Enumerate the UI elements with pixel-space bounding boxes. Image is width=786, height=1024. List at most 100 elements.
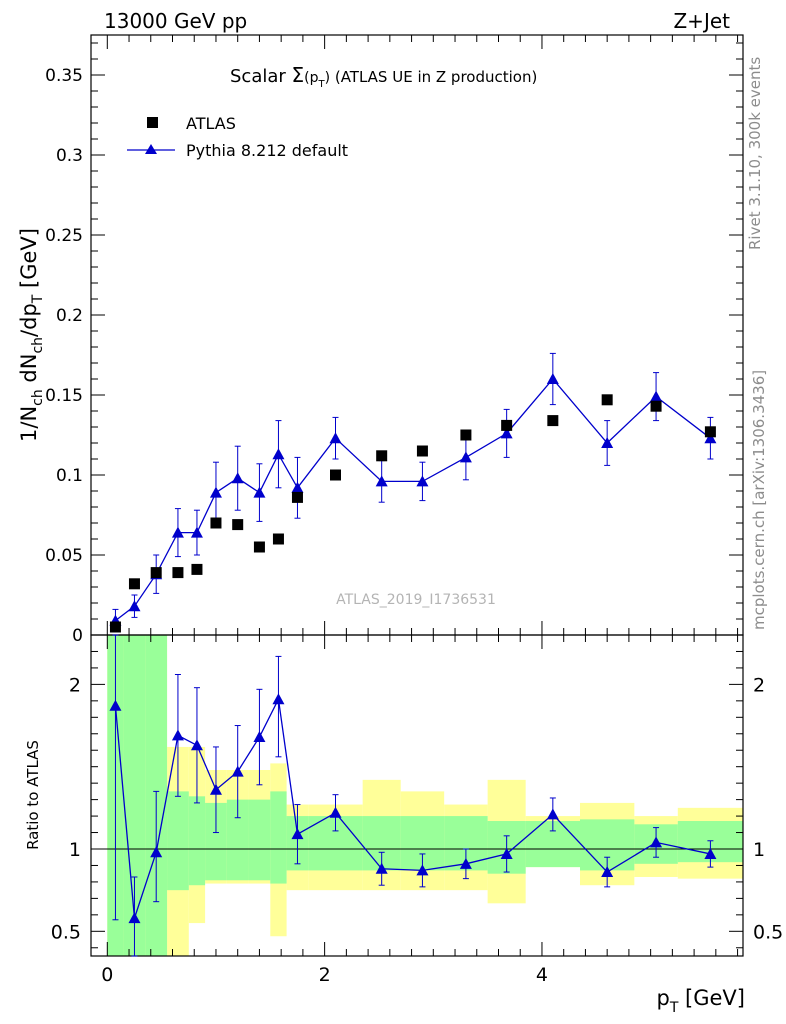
ratio-point: [109, 699, 122, 711]
ratio-ytick-label: 0.5: [51, 921, 81, 943]
svg-text:Scalar Σ(pT) (ATLAS UE in Z pr: Scalar Σ(pT) (ATLAS UE in Z production): [230, 63, 537, 90]
data-point: [191, 563, 203, 575]
band-inner-1: [123, 635, 146, 956]
main-ylabel: 1/Nch dNch/dpT [GeV]: [17, 228, 46, 442]
header-right: Z+Jet: [673, 9, 730, 33]
data-point: [704, 426, 716, 438]
ratio-point: [601, 866, 614, 878]
mc-point: [329, 432, 342, 444]
main-ytick-label: 0.2: [56, 306, 83, 326]
mc-point: [601, 437, 614, 448]
main-ytick-label: 0.05: [45, 546, 83, 566]
ratio-point: [704, 847, 717, 859]
mc-point: [375, 475, 388, 487]
data-point: [253, 541, 265, 553]
band-inner-6: [226, 799, 249, 881]
band-inner-7: [248, 799, 271, 881]
legend-data-label: ATLAS: [186, 114, 236, 133]
mc-point: [291, 481, 304, 493]
ratio-y-axis: 0.5 0.5 1 1 2 2: [51, 650, 783, 949]
ratio-point: [329, 806, 342, 818]
svg-text:1/Nch dNch/dpT [GeV]: 1/Nch dNch/dpT [GeV]: [17, 228, 46, 442]
ratio-ylabel: Ratio to ATLAS: [24, 740, 42, 850]
xtick-label: 4: [536, 964, 548, 986]
ratio-point: [272, 693, 285, 705]
xtick-label: 0: [101, 964, 113, 986]
mc-point: [272, 448, 285, 460]
mc-point: [650, 390, 663, 402]
svg-text:pT [GeV]: pT [GeV]: [656, 986, 745, 1016]
ratio-point: [253, 731, 266, 743]
mc-point: [190, 526, 203, 538]
mc-point: [416, 475, 429, 487]
data-point: [460, 429, 472, 441]
chart-title: Scalar Σ(pT) (ATLAS UE in Z production): [230, 63, 537, 90]
main-ytick-label: 0.25: [45, 226, 83, 246]
mc-point: [546, 373, 559, 384]
data-point: [547, 415, 559, 427]
ratio-ytick-label-right: 0.5: [753, 921, 783, 943]
main-ytick-label: 0: [72, 626, 83, 646]
data-point: [650, 400, 662, 412]
ratio-point: [291, 828, 304, 840]
header-left: 13000 GeV pp: [104, 9, 247, 33]
data-point: [150, 567, 162, 579]
ratio-point: [375, 862, 388, 874]
mc-point: [704, 432, 717, 444]
main-mc-series: [109, 352, 717, 633]
data-point: [330, 469, 341, 481]
data-point: [501, 419, 513, 431]
xlabel: pT [GeV]: [656, 986, 745, 1016]
ratio-point: [650, 836, 663, 848]
legend-mc-label: Pythia 8.212 default: [186, 141, 348, 160]
main-data-series: [109, 394, 716, 633]
data-point: [109, 621, 121, 633]
xtick-label: 2: [319, 964, 331, 986]
ratio-point: [500, 847, 513, 859]
mc-point: [128, 600, 141, 612]
data-point: [210, 517, 222, 529]
ratio-point: [150, 846, 163, 858]
ratio-bands: [107, 635, 743, 956]
mc-line: [115, 377, 711, 622]
legend: ATLAS Pythia 8.212 default: [127, 114, 348, 160]
ratio-point: [190, 739, 203, 751]
ratio-frame: [90, 634, 744, 957]
rivet-label: Rivet 3.1.10, 300k events: [746, 57, 764, 250]
data-point: [376, 450, 388, 462]
ratio-mc-series: [109, 634, 717, 957]
ratio-ytick-label: 1: [69, 839, 81, 861]
data-point: [291, 491, 303, 503]
ratio-point: [128, 912, 141, 924]
mc-point: [253, 486, 266, 498]
main-y-axis: 0 0.05 0.1 0.15 0.2 0.25 0.3 0.35: [45, 42, 743, 646]
band-inner-4: [188, 796, 206, 886]
data-point: [128, 578, 140, 590]
main-ytick-label: 0.1: [56, 466, 83, 486]
ratio-point: [416, 864, 429, 876]
main-ytick-label: 0.3: [56, 146, 83, 166]
watermark: ATLAS_2019_I1736531: [336, 592, 496, 608]
data-point: [232, 519, 244, 531]
legend-data-marker: [147, 117, 158, 128]
mcplots-label: mcplots.cern.ch [arXiv:1306.3436]: [750, 370, 768, 630]
ratio-point: [546, 808, 559, 820]
main-ytick-label: 0.35: [45, 66, 83, 86]
ratio-point: [231, 765, 244, 777]
data-point: [272, 533, 284, 545]
mc-point: [500, 427, 513, 439]
ratio-point: [459, 857, 472, 869]
main-ytick-label: 0.15: [45, 386, 83, 406]
ratio-ytick-label: 2: [69, 674, 81, 696]
legend-mc-marker: [145, 144, 157, 154]
band-inner-5: [205, 802, 227, 881]
ratio-point: [171, 729, 184, 741]
x-axis: 0 2 4: [101, 35, 739, 986]
band-inner-8: [270, 791, 287, 884]
mc-point: [459, 451, 472, 463]
ratio-point: [209, 783, 222, 795]
mc-point: [209, 486, 222, 498]
band-inner-3: [167, 791, 189, 891]
data-point: [172, 567, 184, 579]
